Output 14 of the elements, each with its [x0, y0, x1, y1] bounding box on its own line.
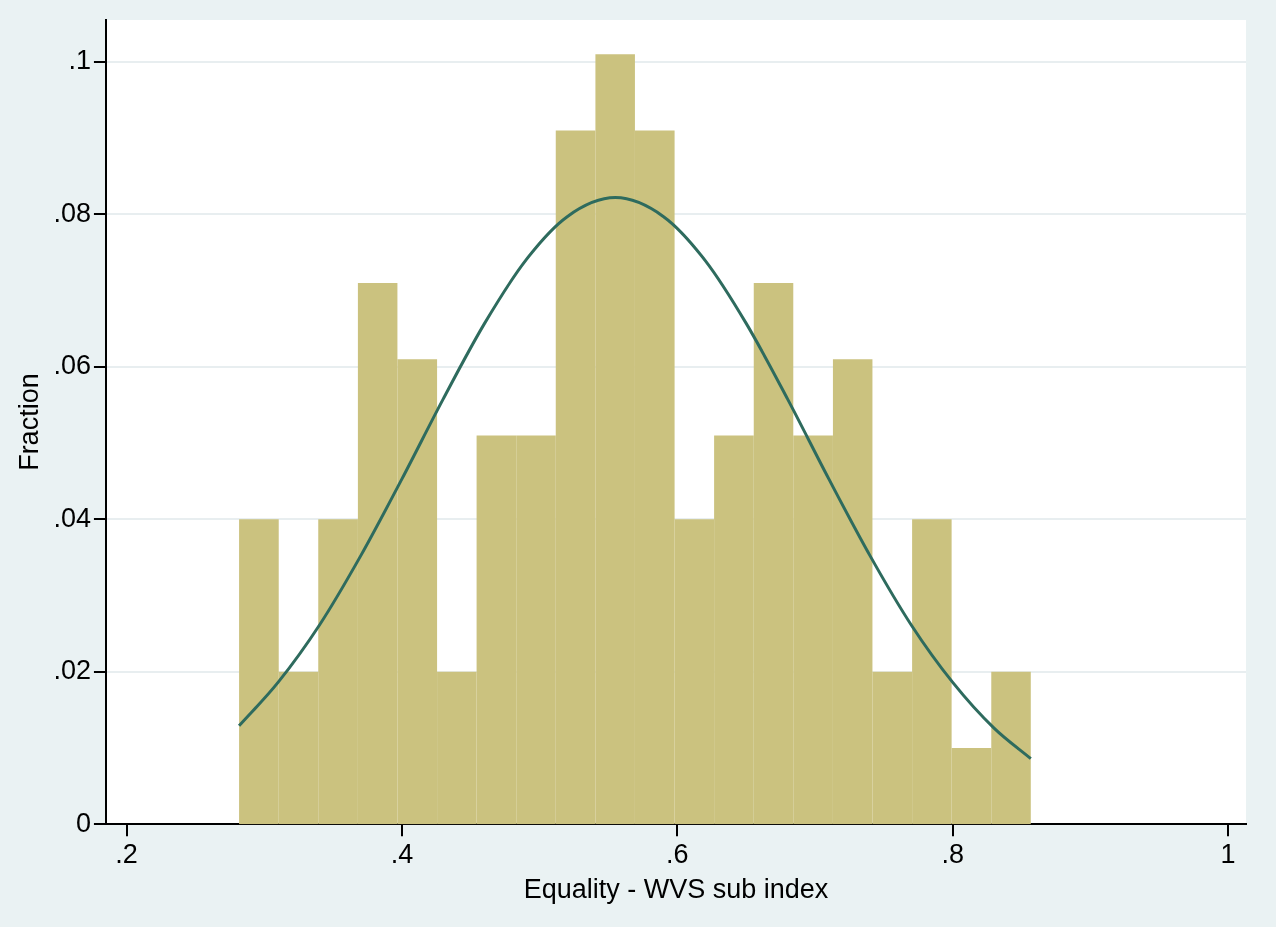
- line-series: [237, 196, 1033, 761]
- x-axis-title: Equality - WVS sub index: [523, 874, 829, 905]
- x-tick-label: .4: [390, 838, 414, 869]
- y-axis-title: Fraction: [13, 373, 44, 471]
- y-tick-label: 0: [75, 807, 91, 838]
- x-tick-label: .2: [115, 838, 138, 869]
- x-tick-label: .6: [666, 838, 689, 869]
- y-tick-label: .1: [68, 45, 91, 76]
- x-tick-label: 1: [1220, 838, 1236, 869]
- y-tick-label: .06: [53, 350, 91, 381]
- y-tick-label: .04: [53, 502, 91, 533]
- y-tick-label: .08: [53, 197, 91, 228]
- y-tick-label: .02: [53, 655, 91, 686]
- x-tick-label: .8: [941, 838, 964, 869]
